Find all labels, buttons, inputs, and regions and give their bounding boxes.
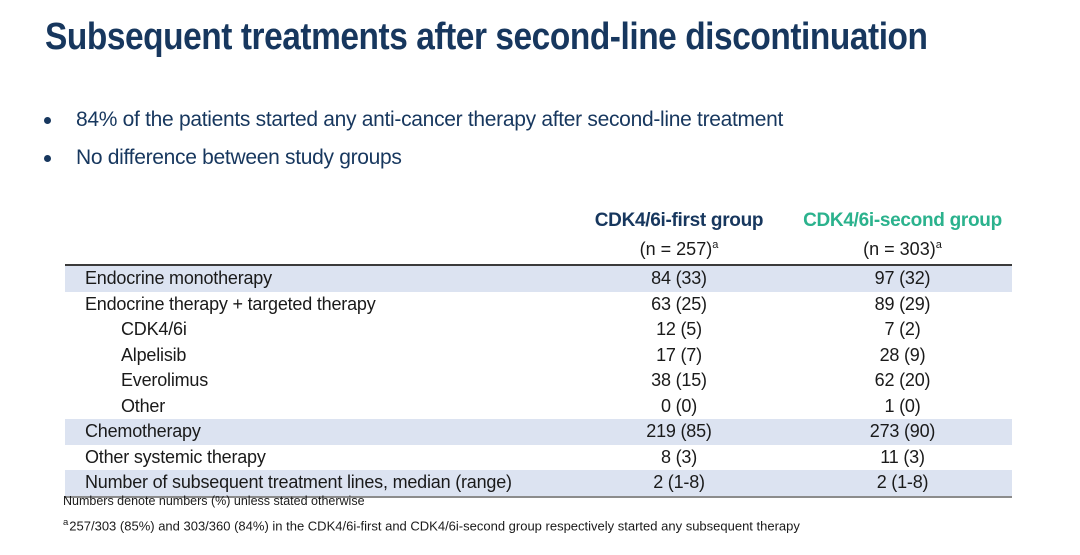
row-label: Other: [121, 395, 166, 416]
table-header-row: CDK4/6i-first group (n = 257)a CDK4/6i-s…: [65, 208, 1012, 264]
row-value-second-group: 97 (32): [874, 268, 931, 289]
table-row: Chemotherapy 219 (85) 273 (90): [65, 419, 1012, 445]
row-label: Number of subsequent treatment lines, me…: [85, 472, 512, 493]
row-value-second-group: 62 (20): [874, 370, 931, 391]
row-value-first-group: 17 (7): [656, 344, 702, 365]
footnote-text: Numbers denote numbers (%) unless stated…: [63, 494, 365, 508]
footnote-marker: a: [63, 517, 69, 528]
table-row: CDK4/6i 12 (5) 7 (2): [65, 317, 1012, 343]
footnote-a: a257/303 (85%) and 303/360 (84%) in the …: [63, 517, 800, 533]
slide-title: Subsequent treatments after second-line …: [45, 16, 928, 58]
row-label: Alpelisib: [121, 344, 187, 365]
column-header-label: CDK4/6i-second group: [803, 210, 1002, 231]
row-value-second-group: 28 (9): [879, 344, 926, 365]
column-header-n: (n = 303)a: [793, 233, 1012, 264]
column-header-n: (n = 257)a: [565, 233, 793, 264]
row-value-first-group: 0 (0): [660, 395, 697, 416]
footnote-general: Numbers denote numbers (%) unless stated…: [63, 494, 365, 508]
row-value-first-group: 38 (15): [651, 370, 707, 391]
column-n-text: (n = 303): [863, 239, 936, 259]
bullet-text: No difference between study groups: [76, 146, 402, 169]
column-n-text: (n = 257): [639, 239, 713, 259]
table-row: Other systemic therapy 8 (3) 11 (3): [65, 445, 1012, 471]
bullet-icon: [44, 155, 51, 162]
row-label: Chemotherapy: [85, 421, 201, 442]
treatments-table: CDK4/6i-first group (n = 257)a CDK4/6i-s…: [65, 208, 1012, 498]
table-row: Endocrine therapy + targeted therapy 63 …: [65, 292, 1012, 318]
row-label: Endocrine therapy + targeted therapy: [85, 293, 376, 314]
table-row: Other 0 (0) 1 (0): [65, 394, 1012, 420]
row-value-second-group: 89 (29): [874, 293, 931, 314]
bullet-list: 84% of the patients started any anti-can…: [42, 108, 783, 184]
bullet-icon: [44, 117, 51, 124]
footnote-marker: a: [935, 239, 942, 251]
row-value-second-group: 1 (0): [884, 395, 921, 416]
table-row: Alpelisib 17 (7) 28 (9): [65, 343, 1012, 369]
footnote-text: 257/303 (85%) and 303/360 (84%) in the C…: [69, 518, 800, 534]
bullet-item: 84% of the patients started any anti-can…: [42, 108, 783, 132]
row-label: Other systemic therapy: [85, 446, 266, 467]
row-value-first-group: 84 (33): [651, 268, 707, 289]
footnote-marker: a: [712, 239, 719, 251]
row-label: Everolimus: [121, 370, 209, 391]
table-row: Number of subsequent treatment lines, me…: [65, 470, 1012, 496]
column-header-first-group: CDK4/6i-first group (n = 257)a: [565, 208, 793, 264]
bullet-item: No difference between study groups: [42, 146, 783, 170]
row-label: Endocrine monotherapy: [85, 268, 272, 289]
row-value-second-group: 7 (2): [884, 319, 921, 340]
row-value-second-group: 2 (1-8): [876, 472, 929, 493]
table-header-spacer: [65, 208, 565, 264]
table-body: Endocrine monotherapy 84 (33) 97 (32) En…: [65, 264, 1012, 498]
row-value-second-group: 273 (90): [869, 421, 936, 442]
row-value-first-group: 8 (3): [660, 446, 697, 467]
bullet-text: 84% of the patients started any anti-can…: [76, 108, 784, 131]
row-value-first-group: 12 (5): [656, 319, 702, 340]
row-value-second-group: 11 (3): [880, 446, 925, 467]
row-value-first-group: 219 (85): [646, 421, 712, 442]
table-row: Endocrine monotherapy 84 (33) 97 (32): [65, 266, 1012, 292]
row-value-first-group: 63 (25): [651, 293, 707, 314]
table-row: Everolimus 38 (15) 62 (20): [65, 368, 1012, 394]
column-header-second-group: CDK4/6i-second group (n = 303)a: [793, 208, 1012, 264]
row-label: CDK4/6i: [121, 319, 187, 340]
column-header-label: CDK4/6i-first group: [594, 210, 764, 231]
row-value-first-group: 2 (1-8): [653, 472, 705, 493]
